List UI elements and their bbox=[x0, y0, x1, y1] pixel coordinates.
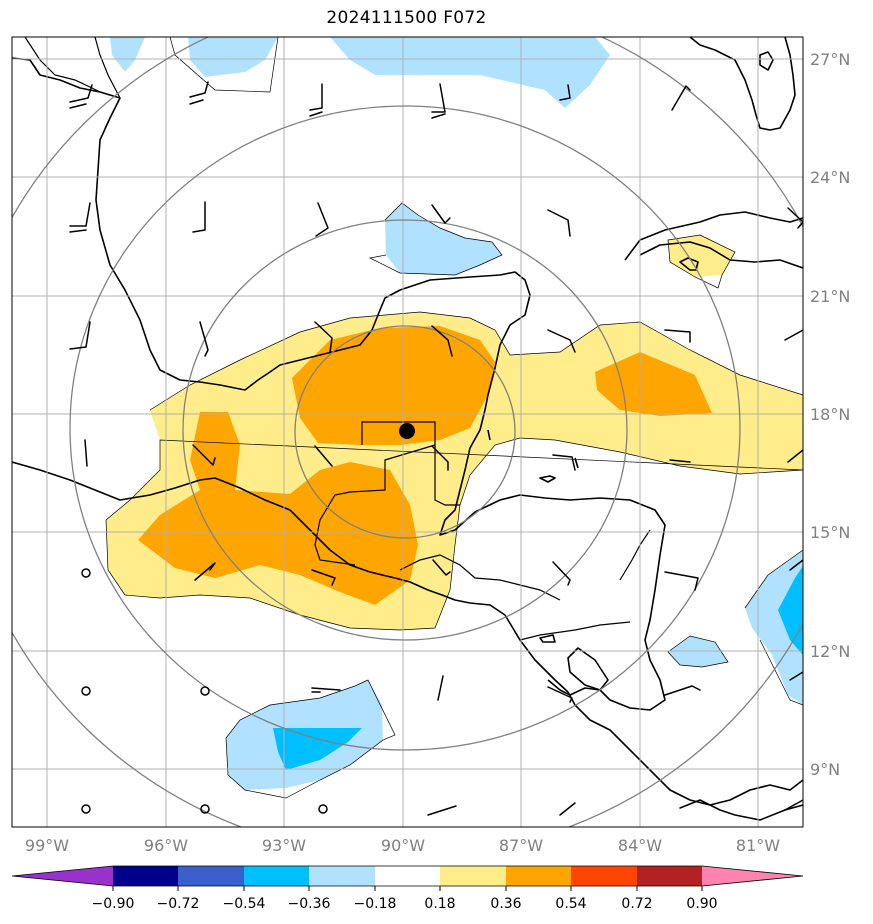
lat-label: 9°N bbox=[810, 760, 840, 779]
colorbar-tick-label: −0.72 bbox=[157, 896, 200, 912]
colorbar-tick-label: 0.90 bbox=[686, 896, 717, 912]
lon-label: 81°W bbox=[736, 836, 780, 855]
colorbar-tick-label: −0.54 bbox=[223, 896, 266, 912]
colorbar-tick-label: 0.18 bbox=[424, 896, 455, 912]
lat-label: 27°N bbox=[810, 50, 850, 69]
range-rings bbox=[12, 37, 803, 827]
lat-label: 24°N bbox=[810, 168, 850, 187]
wind-barbs bbox=[69, 81, 803, 816]
colorbar-tick-label: 0.72 bbox=[621, 896, 652, 912]
lon-label: 96°W bbox=[144, 836, 188, 855]
colorbar-segment bbox=[309, 866, 375, 886]
colorbar-extend-high bbox=[702, 866, 803, 886]
colorbar: −0.90 −0.72 −0.54 −0.36 −0.18 0.18 0.36 … bbox=[11, 865, 804, 912]
shading-negative-medium bbox=[273, 566, 803, 770]
storm-center-marker bbox=[399, 423, 415, 439]
map-frame bbox=[11, 36, 804, 828]
colorbar-tick-label: 0.36 bbox=[490, 896, 521, 912]
colorbar-segment bbox=[178, 866, 244, 886]
longitude-labels: 99°W 96°W 93°W 90°W 87°W 84°W 81°W bbox=[25, 836, 780, 855]
colorbar-tick-label: −0.36 bbox=[288, 896, 331, 912]
colorbar-segment bbox=[637, 866, 702, 886]
gridlines bbox=[12, 37, 803, 827]
colorbar-segment bbox=[440, 866, 506, 886]
country-borders bbox=[24, 37, 651, 641]
field-contours bbox=[105, 37, 803, 799]
colorbar-segment bbox=[244, 866, 309, 886]
lat-label: 15°N bbox=[810, 523, 850, 542]
lat-label: 18°N bbox=[810, 405, 850, 424]
colorbar-extend-low bbox=[12, 866, 113, 886]
lon-label: 87°W bbox=[499, 836, 543, 855]
lat-label: 21°N bbox=[810, 287, 850, 306]
lon-label: 93°W bbox=[262, 836, 306, 855]
colorbar-tick-label: 0.54 bbox=[555, 896, 586, 912]
map-title: 2024111500 F072 bbox=[326, 8, 487, 28]
calm-wind-markers bbox=[81, 568, 328, 814]
lon-label: 90°W bbox=[381, 836, 425, 855]
colorbar-segment bbox=[506, 866, 571, 886]
colorbar-tick-label: −0.18 bbox=[354, 896, 397, 912]
lon-label: 84°W bbox=[618, 836, 662, 855]
colorbar-tick-label: −0.90 bbox=[92, 896, 135, 912]
latitude-labels: 27°N 24°N 21°N 18°N 15°N 12°N 9°N bbox=[810, 50, 850, 779]
colorbar-segment bbox=[375, 866, 440, 886]
lat-label: 12°N bbox=[810, 642, 850, 661]
colorbar-segment bbox=[571, 866, 637, 886]
colorbar-segment bbox=[113, 866, 178, 886]
lon-label: 99°W bbox=[25, 836, 69, 855]
